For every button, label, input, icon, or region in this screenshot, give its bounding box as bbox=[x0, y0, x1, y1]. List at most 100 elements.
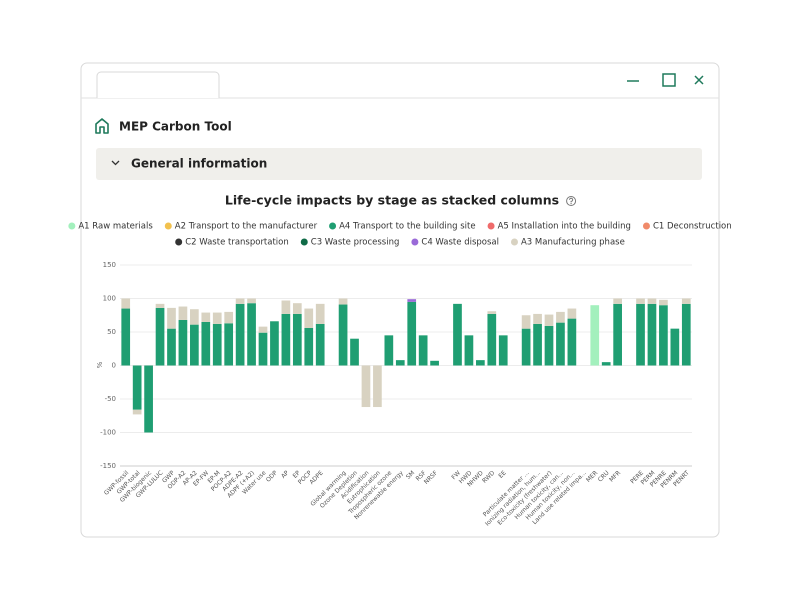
legend-label: A2 Transport to the manufacturer bbox=[175, 222, 318, 232]
x-tick-label: EE bbox=[497, 469, 507, 479]
bar-segment bbox=[384, 335, 394, 366]
legend-label: C3 Waste processing bbox=[311, 238, 400, 248]
bar-segment bbox=[361, 365, 371, 408]
legend-swatch bbox=[175, 238, 183, 246]
maximize-button[interactable] bbox=[662, 73, 676, 87]
bar-segment bbox=[178, 306, 188, 320]
bar-segment bbox=[544, 314, 554, 326]
info-icon[interactable] bbox=[566, 196, 577, 206]
bar-segment bbox=[247, 303, 256, 366]
bar-segment bbox=[407, 301, 417, 366]
bar-segment bbox=[521, 315, 531, 329]
y-tick-label: 50 bbox=[107, 328, 116, 336]
bar-segment bbox=[224, 311, 234, 324]
home-icon[interactable] bbox=[95, 118, 109, 134]
y-axis-label: % bbox=[96, 361, 104, 368]
bar-segment bbox=[659, 305, 668, 366]
bar-segment bbox=[258, 332, 268, 366]
x-tick-label: EP bbox=[292, 469, 302, 479]
legend-swatch bbox=[411, 238, 419, 246]
bar-segment bbox=[350, 338, 359, 366]
bar-segment bbox=[556, 311, 565, 323]
bar-segment bbox=[132, 365, 142, 410]
legend-swatch bbox=[329, 222, 337, 230]
legend-label: A1 Raw materials bbox=[78, 222, 153, 232]
legend-label: C4 Waste disposal bbox=[421, 238, 499, 248]
legend-label: C1 Deconstruction bbox=[653, 222, 732, 232]
bar-segment bbox=[636, 303, 645, 366]
y-tick-label: 150 bbox=[103, 261, 116, 269]
bar-segment bbox=[292, 313, 302, 366]
bar-segment bbox=[155, 307, 165, 366]
bar-segment bbox=[212, 312, 222, 324]
bar-segment bbox=[167, 307, 176, 329]
legend-swatch bbox=[642, 222, 650, 230]
bar-segment bbox=[235, 303, 245, 366]
bar-segment bbox=[613, 298, 622, 304]
bar-segment bbox=[613, 303, 622, 366]
x-tick-label: AP bbox=[280, 469, 291, 480]
legend-label: A4 Transport to the building site bbox=[339, 222, 476, 232]
legend-row: A1 Raw materials A2 Transport to the manu… bbox=[68, 222, 732, 232]
bar-segment bbox=[430, 360, 439, 366]
bar-segment bbox=[304, 308, 314, 328]
bar-segment bbox=[155, 303, 165, 308]
bar-segment bbox=[567, 308, 577, 319]
bar-segment bbox=[315, 323, 325, 366]
bar-segment bbox=[167, 328, 176, 366]
legend-label: A3 Manufacturing phase bbox=[521, 238, 625, 248]
close-button[interactable] bbox=[694, 75, 704, 85]
bar-segment bbox=[121, 298, 131, 309]
y-tick-label: 100 bbox=[103, 295, 116, 303]
bar-segment bbox=[121, 308, 131, 366]
bar-segment bbox=[201, 312, 211, 322]
legend-swatch bbox=[68, 222, 76, 230]
bar-segment bbox=[464, 335, 474, 366]
bar-segment bbox=[373, 365, 382, 408]
bar-segment bbox=[567, 318, 577, 366]
bar-segment bbox=[601, 362, 611, 366]
y-tick-label: -100 bbox=[100, 429, 116, 437]
bar-segment bbox=[659, 299, 668, 306]
bar-segment bbox=[647, 303, 657, 366]
bar-segment bbox=[178, 319, 188, 366]
bar-segment bbox=[144, 365, 153, 433]
tab[interactable] bbox=[96, 71, 220, 98]
bar-segment bbox=[476, 360, 485, 366]
bar-segment bbox=[292, 303, 302, 314]
bar-segment bbox=[235, 298, 245, 304]
app-title: MEP Carbon Tool bbox=[119, 120, 232, 134]
bar-segment bbox=[201, 321, 211, 366]
bar-segment bbox=[521, 328, 531, 366]
bar-segment bbox=[487, 311, 497, 314]
bar-segment bbox=[190, 324, 199, 366]
y-tick-label: -150 bbox=[100, 462, 116, 470]
bar-segment bbox=[544, 325, 554, 366]
bar-segment bbox=[681, 303, 691, 366]
legend-row: C2 Waste transportation C3 Waste processi… bbox=[175, 238, 625, 248]
section-title: General information bbox=[131, 157, 267, 171]
bar-segment bbox=[281, 300, 291, 314]
bar-segment bbox=[270, 321, 279, 366]
y-tick-label: 0 bbox=[112, 362, 116, 370]
x-tick-label: FW bbox=[450, 469, 462, 481]
section-header[interactable] bbox=[96, 148, 702, 180]
bar-segment bbox=[590, 305, 600, 366]
bar-segment bbox=[281, 313, 291, 366]
bar-segment bbox=[533, 313, 542, 324]
bar-segment bbox=[338, 298, 348, 305]
bar-segment bbox=[212, 323, 222, 366]
bar-segment bbox=[338, 304, 348, 366]
bar-segment bbox=[556, 322, 565, 366]
chart-title: Life-cycle impacts by stage as stacked c… bbox=[225, 193, 559, 208]
bar-segment bbox=[407, 299, 417, 302]
bar-segment bbox=[647, 298, 657, 304]
bar-segment bbox=[418, 335, 428, 366]
x-tick-label: SM bbox=[405, 470, 416, 481]
bar-segment bbox=[395, 360, 405, 366]
bar-segment bbox=[132, 409, 142, 415]
bar-segment bbox=[224, 323, 234, 366]
bar-segment bbox=[636, 298, 645, 304]
